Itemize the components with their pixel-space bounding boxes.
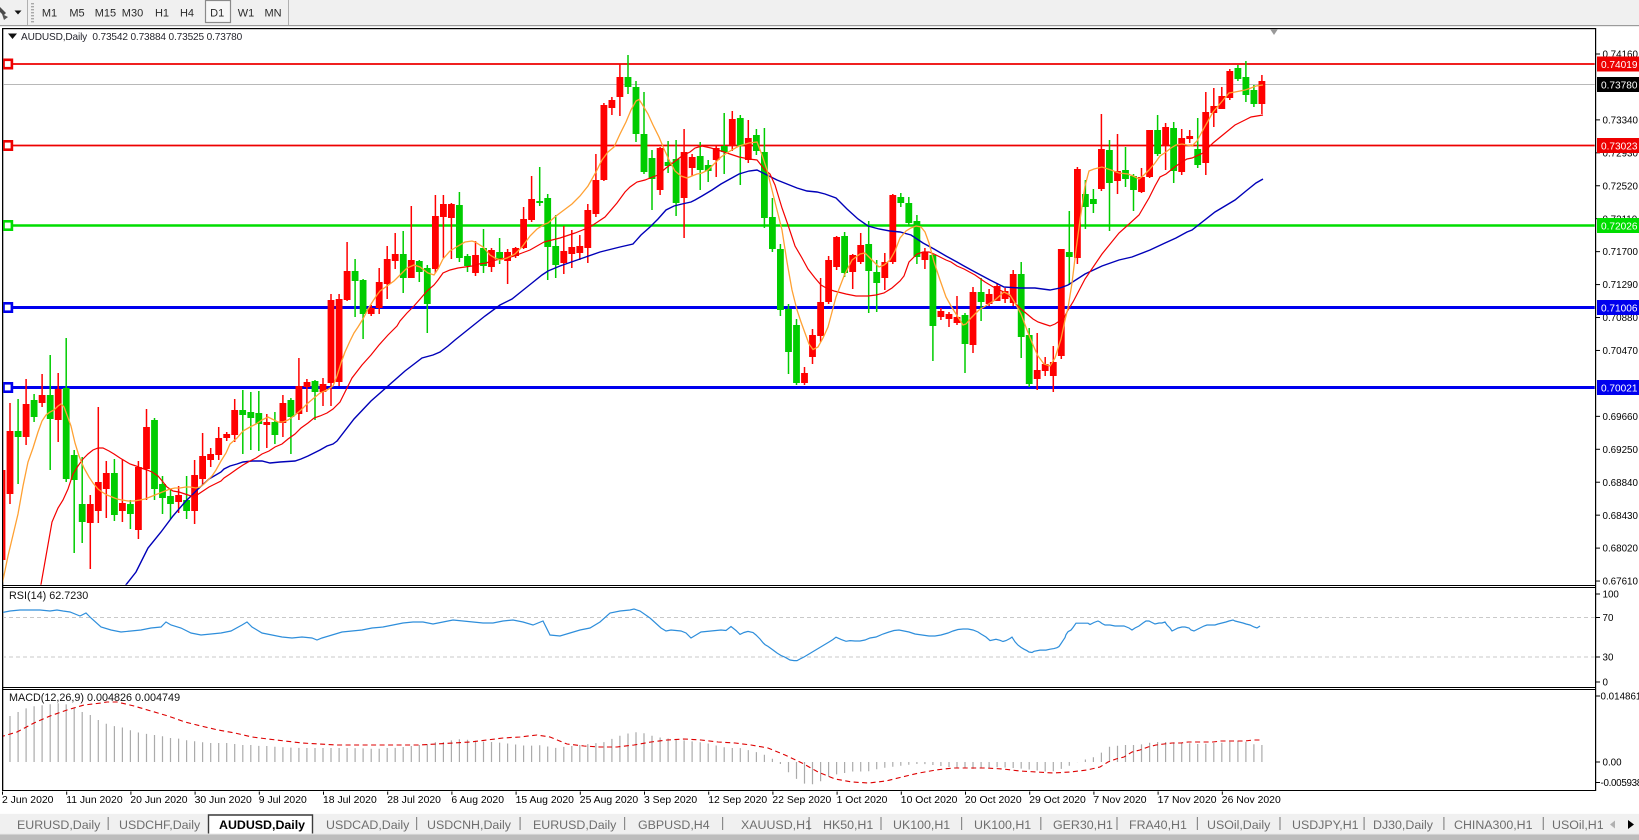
svg-text:USOil,H1: USOil,H1 [1552, 818, 1604, 832]
svg-text:AUDUSD,Daily: AUDUSD,Daily [219, 818, 305, 832]
svg-text:25 Aug 2020: 25 Aug 2020 [580, 795, 639, 806]
svg-text:M15: M15 [95, 8, 116, 20]
svg-text:RSI(14) 62.7230: RSI(14) 62.7230 [9, 590, 88, 602]
svg-text:0.014861: 0.014861 [1601, 692, 1639, 703]
svg-text:28 Jul 2020: 28 Jul 2020 [387, 795, 441, 806]
svg-text:M30: M30 [122, 8, 143, 20]
svg-text:0.73023: 0.73023 [1601, 141, 1638, 152]
svg-text:MACD(12,26,9) 0.004826 0.00474: MACD(12,26,9) 0.004826 0.004749 [9, 692, 180, 704]
svg-text:12 Sep 2020: 12 Sep 2020 [708, 795, 767, 806]
svg-text:0.71700: 0.71700 [1603, 247, 1639, 258]
svg-text:70: 70 [1603, 613, 1614, 624]
svg-text:7 Nov 2020: 7 Nov 2020 [1093, 795, 1146, 806]
svg-text:0.68840: 0.68840 [1603, 478, 1639, 489]
svg-text:GER30,H1: GER30,H1 [1053, 818, 1113, 832]
svg-text:0.71290: 0.71290 [1603, 280, 1639, 291]
svg-text:18 Jul 2020: 18 Jul 2020 [323, 795, 377, 806]
svg-text:-0.005938: -0.005938 [1601, 778, 1639, 789]
svg-text:6 Aug 2020: 6 Aug 2020 [451, 795, 504, 806]
svg-text:USDCAD,Daily: USDCAD,Daily [326, 818, 410, 832]
svg-text:15 Aug 2020: 15 Aug 2020 [516, 795, 575, 806]
svg-text:0.00: 0.00 [1603, 758, 1623, 769]
svg-text:20 Jun 2020: 20 Jun 2020 [130, 795, 187, 806]
svg-text:0.70470: 0.70470 [1603, 346, 1639, 357]
svg-text:20 Oct 2020: 20 Oct 2020 [965, 795, 1022, 806]
svg-text:9 Jul 2020: 9 Jul 2020 [259, 795, 307, 806]
svg-text:0.71006: 0.71006 [1601, 303, 1638, 314]
svg-text:H4: H4 [180, 8, 194, 20]
svg-text:0.68020: 0.68020 [1603, 544, 1639, 555]
svg-text:AUDUSD,Daily 0.73542 0.73884: AUDUSD,Daily 0.73542 0.73884 0.73525 0.7… [21, 32, 243, 43]
svg-text:HK50,H1: HK50,H1 [823, 818, 873, 832]
svg-text:USDCHF,Daily: USDCHF,Daily [119, 818, 201, 832]
svg-text:22 Sep 2020: 22 Sep 2020 [772, 795, 831, 806]
svg-text:29 Oct 2020: 29 Oct 2020 [1029, 795, 1086, 806]
svg-text:GBPUSD,H4: GBPUSD,H4 [638, 818, 710, 832]
svg-text:M1: M1 [42, 8, 57, 20]
svg-text:30: 30 [1603, 653, 1614, 664]
svg-text:DJ30,Daily: DJ30,Daily [1373, 818, 1434, 832]
svg-text:100: 100 [1603, 590, 1620, 601]
svg-text:FRA40,H1: FRA40,H1 [1129, 818, 1187, 832]
svg-text:0.72930: 0.72930 [1603, 148, 1639, 159]
svg-text:11 Jun 2020: 11 Jun 2020 [66, 795, 123, 806]
svg-text:EURUSD,Daily: EURUSD,Daily [533, 818, 617, 832]
svg-text:XAUUSD,H1: XAUUSD,H1 [741, 818, 812, 832]
svg-text:30 Jun 2020: 30 Jun 2020 [195, 795, 252, 806]
svg-text:MN: MN [264, 8, 281, 20]
svg-text:D1: D1 [210, 8, 224, 20]
svg-text:2 Jun 2020: 2 Jun 2020 [2, 795, 54, 806]
svg-text:3 Sep 2020: 3 Sep 2020 [644, 795, 697, 806]
svg-text:0.68430: 0.68430 [1603, 511, 1639, 522]
svg-text:0.70880: 0.70880 [1603, 313, 1639, 324]
svg-text:CHINA300,H1: CHINA300,H1 [1454, 818, 1533, 832]
svg-text:USOil,Daily: USOil,Daily [1207, 818, 1271, 832]
svg-text:UK100,H1: UK100,H1 [974, 818, 1031, 832]
svg-text:0.74019: 0.74019 [1601, 60, 1638, 71]
svg-text:USDJPY,H1: USDJPY,H1 [1292, 818, 1359, 832]
svg-text:0.67610: 0.67610 [1603, 577, 1639, 588]
svg-text:26 Nov 2020: 26 Nov 2020 [1222, 795, 1281, 806]
svg-text:0.69250: 0.69250 [1603, 445, 1639, 456]
svg-text:H1: H1 [155, 8, 169, 20]
svg-text:M5: M5 [69, 8, 84, 20]
svg-text:0.73340: 0.73340 [1603, 115, 1639, 126]
svg-text:USDCNH,Daily: USDCNH,Daily [427, 818, 512, 832]
svg-text:17 Nov 2020: 17 Nov 2020 [1158, 795, 1217, 806]
svg-text:10 Oct 2020: 10 Oct 2020 [901, 795, 958, 806]
svg-text:EURUSD,Daily: EURUSD,Daily [17, 818, 101, 832]
svg-text:0.70021: 0.70021 [1601, 383, 1638, 394]
svg-text:1 Oct 2020: 1 Oct 2020 [837, 795, 888, 806]
svg-text:0.73780: 0.73780 [1601, 80, 1638, 91]
svg-text:0.72026: 0.72026 [1601, 221, 1638, 232]
svg-text:0.74160: 0.74160 [1603, 50, 1639, 61]
svg-text:0: 0 [1603, 678, 1609, 689]
svg-text:W1: W1 [238, 8, 255, 20]
svg-text:0.72520: 0.72520 [1603, 181, 1639, 192]
svg-text:UK100,H1: UK100,H1 [893, 818, 950, 832]
svg-text:0.69660: 0.69660 [1603, 412, 1639, 423]
